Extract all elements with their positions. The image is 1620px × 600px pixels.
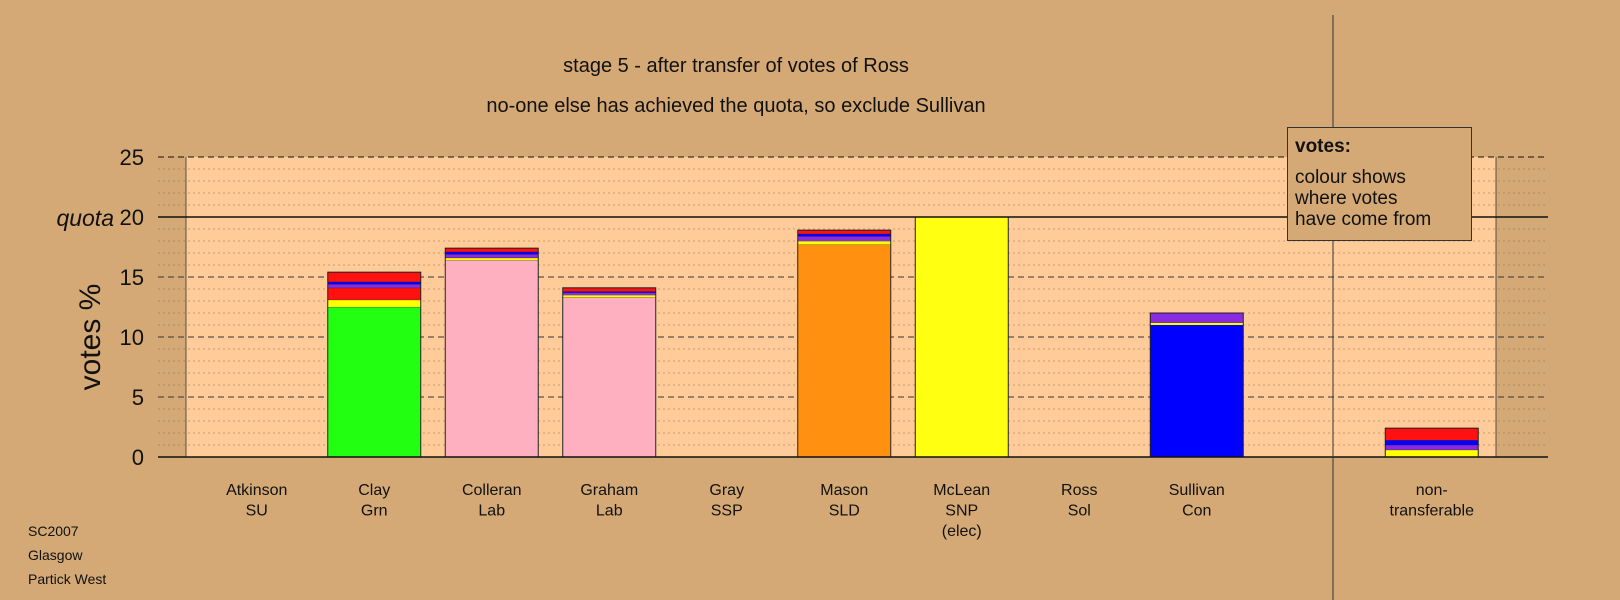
bar-segment: [797, 236, 891, 241]
bar-segment: [327, 287, 421, 300]
bar-segment: [327, 284, 421, 288]
bar-segment: [1385, 440, 1479, 445]
legend-title: votes:: [1295, 136, 1351, 157]
category-label: Clay: [358, 482, 390, 499]
bar-segment: [327, 307, 421, 457]
category-label: transferable: [1390, 503, 1475, 520]
bar-segment: [797, 241, 891, 245]
bar-segment: [1150, 322, 1244, 325]
y-tick-label: 5: [132, 385, 144, 410]
bar-segment: [797, 244, 891, 457]
category-label: Con: [1182, 503, 1211, 520]
category-label: Gray: [709, 482, 744, 499]
bars: [327, 216, 1479, 458]
bar-segment: [445, 251, 539, 255]
category-label: Mason: [820, 482, 868, 499]
footnote-council: Glasgow: [28, 547, 83, 563]
category-label: Sol: [1068, 503, 1091, 520]
category-label: Colleran: [462, 482, 522, 499]
category-label: SU: [246, 503, 268, 520]
legend-line: colour shows: [1295, 167, 1406, 188]
category-label: Grn: [361, 503, 388, 520]
category-label: (elec): [942, 523, 982, 540]
category-label: non-: [1416, 482, 1448, 499]
bar-segment: [327, 272, 421, 282]
bar-segment: [562, 291, 656, 293]
category-label: Ross: [1061, 482, 1097, 499]
bar-segment: [562, 287, 656, 292]
category-label: Atkinson: [226, 482, 287, 499]
category-label: Graham: [580, 482, 638, 499]
category-label: Sullivan: [1169, 482, 1225, 499]
category-label: SNP: [945, 503, 978, 520]
legend-line: have come from: [1295, 209, 1432, 230]
bar-segment: [1385, 445, 1479, 450]
bar-segment: [562, 297, 656, 457]
footnote-ward: Partick West: [28, 571, 107, 587]
bar-segment: [1150, 325, 1244, 457]
bar-segment: [797, 230, 891, 234]
category-label: SSP: [711, 503, 743, 520]
bar-segment: [1385, 449, 1479, 457]
y-axis-label: votes %: [74, 284, 107, 391]
category-label: McLean: [933, 482, 990, 499]
bar-segment: [327, 299, 421, 307]
bar-segment: [445, 257, 539, 261]
legend: votes: colour shows where votes have com…: [1287, 127, 1472, 241]
category-label: Lab: [596, 503, 623, 520]
y-tick-label: 10: [120, 325, 144, 350]
y-tick-label: 25: [120, 145, 144, 170]
y-tick-label: 20: [120, 205, 144, 230]
quota-label: quota: [56, 205, 114, 231]
bar-segment: [445, 248, 539, 252]
bar-segment: [445, 254, 539, 258]
bar-segment: [562, 295, 656, 298]
category-label: Lab: [478, 503, 505, 520]
footnote-year: SC2007: [28, 523, 79, 539]
y-tick-label: 0: [132, 445, 144, 470]
category-label: SLD: [829, 503, 860, 520]
bar-segment: [445, 260, 539, 457]
chart-title: stage 5 - after transfer of votes of Ros…: [563, 55, 909, 77]
bar-segment: [1385, 428, 1479, 441]
bar-segment: [797, 233, 891, 237]
bar-segment: [915, 217, 1009, 457]
chart-subtitle: no-one else has achieved the quota, so e…: [486, 95, 985, 117]
bar-segment: [562, 292, 656, 295]
legend-line: where votes: [1295, 188, 1398, 209]
bar-segment: [327, 281, 421, 285]
y-tick-label: 15: [120, 265, 144, 290]
bar-segment: [1150, 313, 1244, 323]
